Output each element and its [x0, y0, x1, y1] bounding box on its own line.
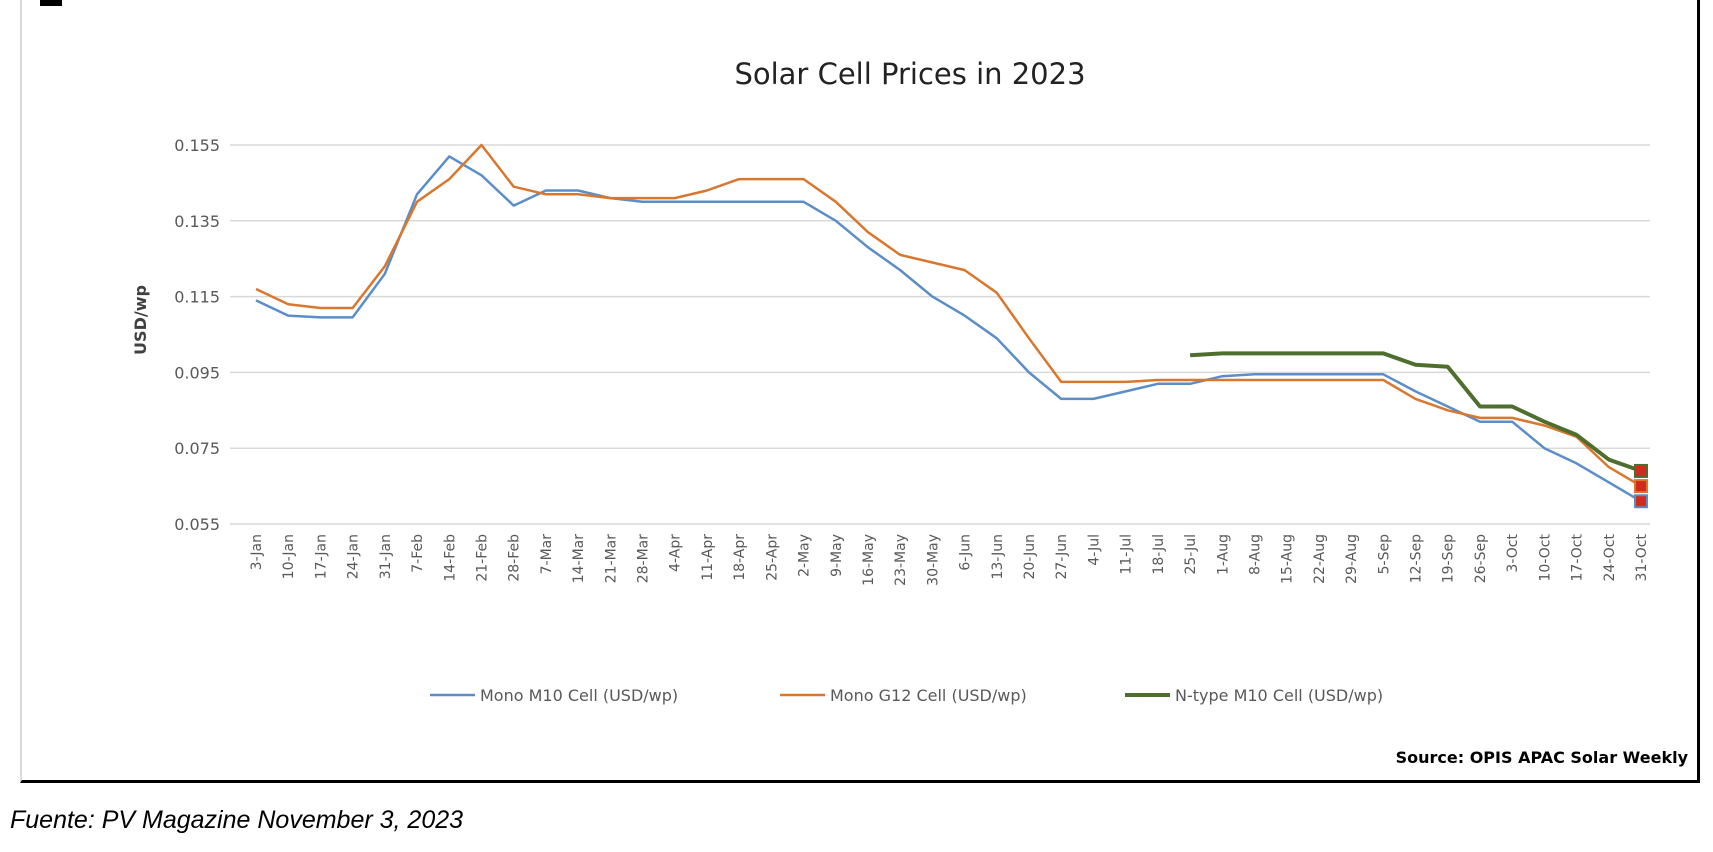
- x-tick-label: 1-Aug: [1215, 534, 1231, 575]
- x-tick-label: 26-Sep: [1473, 534, 1489, 583]
- x-tick-label: 3-Oct: [1505, 533, 1521, 572]
- end-marker: [1634, 494, 1648, 509]
- source-note: Source: OPIS APAC Solar Weekly: [1396, 748, 1689, 767]
- x-tick-label: 16-May: [861, 534, 877, 586]
- chart-title: Solar Cell Prices in 2023: [734, 57, 1085, 91]
- legend-label: Mono G12 Cell (USD/wp): [830, 686, 1027, 705]
- x-tick-label: 30-May: [925, 534, 941, 586]
- x-tick-label: 25-Jul: [1183, 534, 1199, 575]
- series-line: [1189, 351, 1642, 473]
- x-tick-label: 28-Feb: [507, 534, 523, 582]
- x-tick-label: 13-Jun: [990, 534, 1006, 580]
- x-tick-label: 22-Aug: [1312, 534, 1328, 584]
- y-tick-label: 0.155: [174, 136, 220, 155]
- x-tick-label: 7-Feb: [410, 534, 426, 573]
- x-tick-label: 11-Jul: [1119, 534, 1135, 575]
- x-tick-label: 18-Apr: [732, 534, 748, 581]
- y-tick-label: 0.055: [174, 515, 220, 534]
- x-tick-label: 18-Jul: [1151, 534, 1167, 575]
- legend-label: N-type M10 Cell (USD/wp): [1175, 686, 1383, 705]
- x-tick-label: 4-Jul: [1086, 534, 1102, 566]
- series-line: [255, 143, 1642, 488]
- x-tick-label: 4-Apr: [668, 534, 684, 572]
- x-tick-label: 31-Jan: [378, 534, 394, 579]
- end-marker: [1634, 463, 1648, 478]
- x-tick-label: 5-Sep: [1376, 534, 1392, 574]
- y-axis-label: USD/wp: [131, 285, 150, 355]
- x-tick-label: 17-Jan: [313, 534, 329, 579]
- x-tick-label: 15-Aug: [1280, 534, 1296, 584]
- corner-mark: [40, 0, 62, 6]
- x-tick-label: 28-Mar: [636, 534, 652, 584]
- x-tick-label: 29-Aug: [1344, 534, 1360, 584]
- x-tick-label: 6-Jun: [958, 534, 974, 571]
- x-tick-label: 14-Mar: [571, 534, 587, 584]
- x-tick-label: 9-May: [829, 534, 845, 577]
- y-tick-label: 0.075: [174, 439, 220, 458]
- x-tick-label: 25-Apr: [764, 534, 780, 581]
- x-tick-label: 17-Oct: [1570, 533, 1586, 581]
- legend-label: Mono M10 Cell (USD/wp): [480, 686, 678, 705]
- x-tick-label: 14-Feb: [442, 534, 458, 582]
- x-tick-label: 11-Apr: [700, 534, 716, 581]
- x-tick-label: 27-Jun: [1054, 534, 1070, 580]
- y-tick-label: 0.095: [174, 363, 220, 382]
- y-tick-label: 0.135: [174, 212, 220, 231]
- x-tick-label: 12-Sep: [1409, 534, 1425, 583]
- x-tick-label: 10-Oct: [1537, 533, 1553, 581]
- x-tick-label: 21-Mar: [603, 534, 619, 584]
- x-tick-label: 3-Jan: [249, 534, 265, 570]
- x-tick-label: 19-Sep: [1441, 534, 1457, 583]
- x-tick-label: 8-Aug: [1247, 534, 1263, 575]
- end-marker: [1634, 479, 1648, 494]
- caption: Fuente: PV Magazine November 3, 2023: [10, 806, 464, 834]
- chart-frame: [20, 0, 1700, 783]
- x-tick-label: 24-Jan: [346, 534, 362, 579]
- y-tick-label: 0.115: [174, 288, 220, 307]
- x-tick-label: 31-Oct: [1634, 533, 1650, 581]
- x-tick-label: 24-Oct: [1602, 533, 1618, 581]
- x-tick-label: 2-May: [797, 534, 813, 577]
- series-line: [255, 155, 1642, 503]
- x-tick-label: 23-May: [893, 534, 909, 586]
- x-tick-label: 10-Jan: [281, 534, 297, 579]
- x-tick-label: 21-Feb: [474, 534, 490, 582]
- x-tick-label: 20-Jun: [1022, 534, 1038, 580]
- x-tick-label: 7-Mar: [539, 534, 555, 575]
